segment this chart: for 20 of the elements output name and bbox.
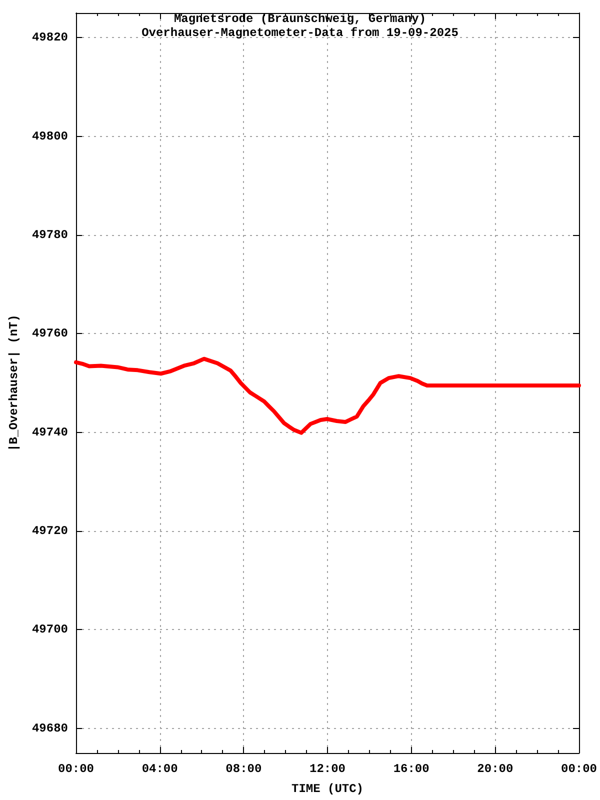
x-tick-label: 16:00 xyxy=(393,762,430,776)
y-tick-label: 49780 xyxy=(32,228,68,242)
y-tick-label: 49820 xyxy=(32,30,68,45)
x-tick-label: 08:00 xyxy=(226,762,262,776)
chart-title: Magnetsrode (Braunschweig, Germany) xyxy=(174,12,426,26)
x-tick-label: 20:00 xyxy=(477,762,514,776)
x-tick-label: 04:00 xyxy=(142,762,178,776)
y-tick-label: 49800 xyxy=(32,129,68,144)
text: Overhauser-Magnetometer-Data from 19-09-2025 xyxy=(142,26,458,40)
y-tick-label: 49680 xyxy=(32,721,68,736)
y-tick-label: 49740 xyxy=(32,425,68,440)
y-tick-label: 49720 xyxy=(32,524,68,538)
x-tick-label: 12:00 xyxy=(309,762,346,776)
y-axis-title: |B_Overhauser| (nT) xyxy=(7,314,21,452)
x-tick-label: 00:00 xyxy=(58,762,94,776)
y-tick-label: 49700 xyxy=(32,622,68,637)
x-axis-title: TIME (UTC) xyxy=(291,782,364,796)
line-series xyxy=(74,356,581,435)
x-tick-label: 00:00 xyxy=(560,762,598,776)
y-tick-label: 49760 xyxy=(32,326,68,341)
